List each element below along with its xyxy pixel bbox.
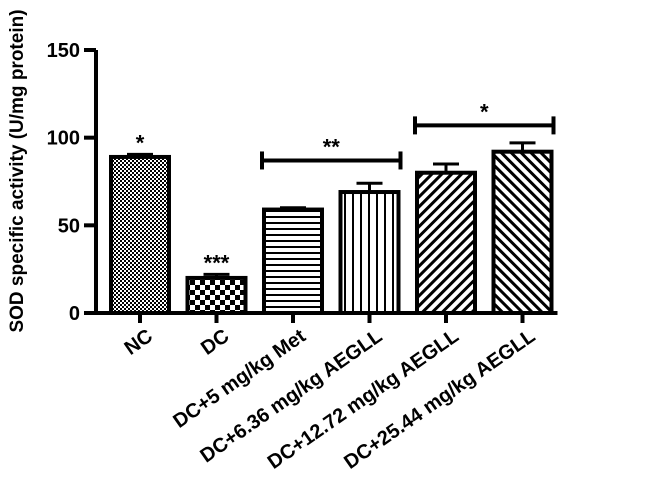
x-tick-label: NC: [121, 325, 157, 360]
y-axis-label: SOD specific activity (U/mg protein): [7, 9, 28, 332]
bar-4: [415, 170, 477, 315]
significance-label: *: [136, 130, 145, 155]
bars: [109, 141, 554, 316]
y-tick-label: 0: [69, 303, 80, 325]
bar-5: [491, 149, 554, 315]
bracket-label: **: [323, 134, 341, 159]
significance-label: ***: [204, 250, 230, 275]
bar-2: [262, 207, 324, 315]
y-tick-label: 50: [58, 215, 80, 237]
y-tick-label: 150: [47, 40, 80, 62]
y-axis: 0 50 100 150: [47, 40, 98, 325]
y-tick-label: 100: [47, 128, 80, 150]
bar-3: [338, 190, 401, 316]
annotations: *******: [136, 99, 556, 275]
x-tick-label: DC: [197, 325, 233, 360]
bracket-label: *: [480, 99, 489, 124]
bar-0: [109, 154, 171, 315]
x-tick-label: DC+5 mg/kg Met: [169, 325, 310, 433]
bar-1: [185, 275, 248, 315]
